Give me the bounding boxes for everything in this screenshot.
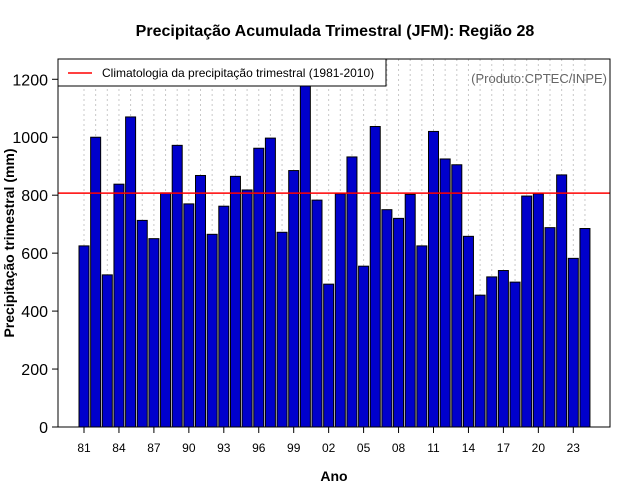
bar-2008	[393, 217, 405, 428]
bar-2016	[486, 276, 498, 428]
x-tick-label-08: 08	[392, 441, 406, 455]
bar-1999	[288, 170, 300, 428]
y-axis-title: Precipitação trimestral (mm)	[1, 148, 17, 337]
bar-2014	[462, 235, 474, 428]
bar-2021	[544, 227, 556, 428]
bar-2007	[381, 209, 393, 428]
x-tick-label-93: 93	[217, 441, 231, 455]
x-tick-label-87: 87	[147, 441, 161, 455]
x-tick-label-96: 96	[252, 441, 266, 455]
bar-1997	[264, 137, 276, 428]
bar-1992	[206, 233, 218, 428]
x-tick-label-84: 84	[112, 441, 126, 455]
bar-1985	[125, 116, 137, 428]
bar-2024	[579, 228, 591, 428]
chart-title: Precipitação Acumulada Trimestral (JFM):…	[136, 23, 535, 40]
bar-1996	[253, 147, 265, 428]
legend: Climatologia da precipitação trimestral …	[57, 58, 387, 87]
bar-2001	[311, 199, 323, 428]
bars	[78, 83, 591, 428]
bar-2023	[567, 257, 579, 428]
bar-1983	[101, 274, 113, 428]
bar-1994	[229, 175, 241, 428]
bar-1989	[171, 144, 183, 428]
bar-2000	[299, 83, 311, 428]
bar-2006	[369, 126, 381, 428]
bar-1986	[136, 219, 148, 428]
bar-2005	[358, 265, 370, 428]
y-tick-label-0: 0	[39, 420, 48, 437]
bar-2022	[556, 174, 568, 428]
legend-label: Climatologia da precipitação trimestral …	[102, 66, 374, 80]
bar-2010	[416, 245, 428, 428]
y-tick-label-400: 400	[21, 304, 48, 321]
y-tick-label-200: 200	[21, 362, 48, 379]
x-tick-label-90: 90	[182, 441, 196, 455]
bar-1988	[160, 192, 172, 428]
x-tick-label-14: 14	[462, 441, 476, 455]
bar-1995	[241, 189, 253, 428]
y-tick-label-1200: 1200	[12, 72, 48, 89]
bar-1998	[276, 231, 288, 428]
bar-1982	[90, 136, 102, 428]
bar-1984	[113, 183, 125, 428]
bar-2015	[474, 294, 486, 428]
bar-2019	[521, 195, 533, 428]
bar-2002	[323, 283, 335, 428]
x-axis-title: Ano	[320, 468, 347, 484]
y-tick-label-600: 600	[21, 246, 48, 263]
bar-2017	[497, 270, 509, 428]
bar-2004	[346, 156, 358, 428]
legend-box	[57, 58, 387, 87]
x-tick-label-02: 02	[322, 441, 336, 455]
bar-2018	[509, 281, 521, 428]
bar-2012	[439, 158, 451, 428]
y-axis: 0 200 400 600 800 1000 1200	[12, 72, 58, 437]
bar-2013	[451, 164, 463, 428]
x-tick-label-05: 05	[357, 441, 371, 455]
bar-1981	[78, 245, 90, 428]
x-tick-label-11: 11	[427, 441, 440, 455]
bar-1991	[195, 174, 206, 428]
bar-2003	[334, 193, 346, 428]
bar-1987	[148, 238, 160, 428]
bar-1990	[183, 203, 195, 428]
bar-2020	[532, 193, 544, 428]
bar-2011	[428, 130, 439, 428]
y-tick-label-1000: 1000	[12, 130, 48, 147]
x-tick-label-99: 99	[287, 441, 301, 455]
credit-text: (Produto:CPTEC/INPE)	[471, 71, 607, 86]
x-axis: 81 84 87 90 93 96 99 02 05 08 11 14 17 20 23	[77, 427, 580, 455]
y-tick-label-800: 800	[21, 188, 48, 205]
bar-2009	[404, 193, 416, 428]
x-tick-label-17: 17	[497, 441, 511, 455]
bar-1993	[218, 205, 230, 428]
x-tick-label-20: 20	[532, 441, 546, 455]
x-tick-label-81: 81	[77, 441, 91, 455]
x-tick-label-23: 23	[567, 441, 581, 455]
